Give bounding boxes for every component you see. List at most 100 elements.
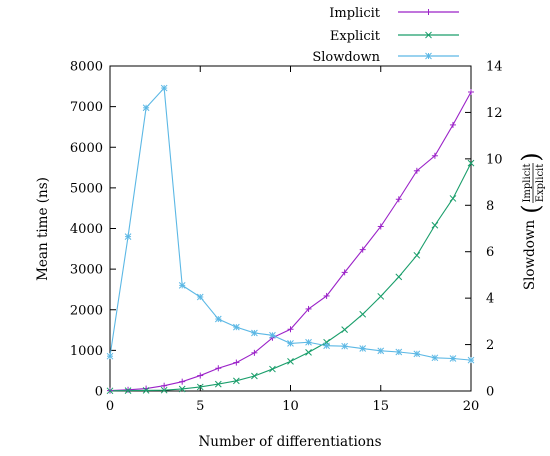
- y-tick-label: 3000: [70, 263, 103, 278]
- data-point-explicit: [413, 251, 421, 259]
- data-point-implicit: [287, 326, 294, 333]
- x-tick-label: 15: [372, 399, 389, 414]
- data-point-implicit: [359, 246, 366, 253]
- legend-marker-explicit: [425, 31, 432, 39]
- data-point-explicit: [449, 195, 457, 202]
- data-point-implicit: [233, 359, 240, 366]
- y2-paren-right: ): [517, 152, 545, 161]
- data-point-slowdown: [377, 347, 385, 355]
- data-point-explicit: [269, 365, 276, 373]
- data-point-slowdown: [287, 340, 294, 347]
- y2-axis-title-main: Slowdown: [522, 220, 538, 291]
- x-tick-label: 5: [196, 399, 204, 414]
- data-point-explicit: [232, 377, 240, 385]
- y2-tick-label: 2: [486, 338, 494, 353]
- data-point-slowdown: [178, 282, 186, 289]
- y2-paren-left: (: [517, 204, 545, 213]
- data-point-slowdown: [341, 342, 349, 350]
- data-point-slowdown: [269, 331, 276, 339]
- data-point-explicit: [214, 380, 222, 388]
- y2-fraction-denominator: Explicit: [535, 164, 546, 203]
- data-point-slowdown: [196, 293, 204, 301]
- data-point-slowdown: [160, 84, 168, 92]
- data-point-slowdown: [449, 355, 457, 362]
- data-point-implicit: [251, 349, 258, 356]
- series-line-slowdown: [109, 86, 472, 361]
- y-tick-label: 2000: [70, 303, 103, 318]
- data-point-slowdown: [467, 356, 475, 364]
- data-point-slowdown: [232, 323, 240, 331]
- y-tick-label: 1000: [70, 344, 103, 359]
- data-point-slowdown: [395, 348, 403, 356]
- y2-tick-label: 4: [486, 292, 494, 307]
- axis-ticks: 0 5 10 15 2001000200030004000500060007000800…: [70, 60, 503, 415]
- y2-tick-label: 12: [486, 106, 503, 121]
- data-point-implicit: [431, 152, 438, 159]
- data-point-implicit: [125, 386, 132, 393]
- data-point-slowdown: [106, 352, 114, 360]
- data-point-explicit: [106, 387, 114, 395]
- data-point-explicit: [251, 372, 258, 380]
- series-markers: [106, 9, 475, 395]
- y2-tick-label: 8: [486, 199, 494, 214]
- x-tick-label: 10: [282, 399, 299, 414]
- data-point-slowdown: [124, 233, 132, 240]
- legend-marker-implicit: [425, 9, 432, 15]
- data-point-explicit: [377, 292, 385, 300]
- y-tick-label: 7000: [70, 100, 103, 115]
- data-point-implicit: [305, 305, 312, 312]
- y-tick-label: 0: [95, 385, 103, 400]
- data-point-implicit: [179, 378, 186, 385]
- data-point-explicit: [431, 221, 439, 229]
- data-point-explicit: [142, 387, 150, 394]
- data-point-slowdown: [142, 104, 150, 112]
- data-point-explicit: [124, 387, 132, 394]
- data-point-slowdown: [431, 354, 439, 362]
- data-point-implicit: [161, 382, 168, 389]
- data-point-implicit: [377, 223, 384, 230]
- data-point-explicit: [287, 357, 294, 365]
- data-point-explicit: [160, 386, 168, 394]
- data-point-implicit: [341, 269, 348, 276]
- legend: Implicit Explicit Slowdown: [312, 6, 459, 65]
- data-point-explicit: [196, 383, 204, 391]
- legend-label-explicit: Explicit: [330, 29, 381, 44]
- x-axis-title: Number of differentiations: [198, 434, 381, 450]
- y2-tick-label: 6: [486, 245, 494, 260]
- x-tick-label: 20: [463, 399, 480, 414]
- x-tick-label: 0: [106, 399, 114, 414]
- y2-fraction-numerator: Implicit: [522, 163, 533, 202]
- data-point-implicit: [468, 89, 474, 95]
- data-point-slowdown: [413, 350, 421, 358]
- data-point-slowdown: [323, 342, 330, 350]
- data-point-explicit: [395, 273, 403, 281]
- data-point-implicit: [413, 167, 420, 174]
- y-axis-title: Mean time (ns): [35, 177, 51, 281]
- data-point-slowdown: [359, 345, 367, 352]
- y-tick-label: 8000: [70, 60, 103, 75]
- data-point-implicit: [215, 365, 222, 372]
- y-tick-label: 4000: [70, 222, 103, 237]
- data-point-implicit: [197, 372, 204, 379]
- data-point-explicit: [467, 159, 475, 167]
- data-point-explicit: [359, 310, 367, 318]
- data-point-implicit: [395, 196, 402, 203]
- y2-tick-label: 0: [486, 385, 494, 400]
- y2-tick-label: 10: [486, 152, 503, 167]
- legend-label-slowdown: Slowdown: [312, 50, 380, 65]
- data-point-explicit: [305, 349, 312, 356]
- y-tick-label: 5000: [70, 181, 103, 196]
- y-tick-label: 6000: [70, 141, 103, 156]
- data-point-implicit: [323, 292, 330, 299]
- y2-axis-title: Slowdown ( Implicit Explicit ): [517, 152, 546, 290]
- data-point-slowdown: [305, 338, 312, 346]
- data-point-slowdown: [214, 315, 222, 323]
- data-point-explicit: [341, 326, 349, 334]
- legend-marker-slowdown: [425, 52, 432, 60]
- data-point-slowdown: [251, 329, 258, 337]
- y2-tick-label: 14: [486, 60, 503, 75]
- data-point-explicit: [178, 385, 186, 393]
- data-point-implicit: [449, 121, 456, 128]
- legend-label-implicit: Implicit: [329, 6, 381, 21]
